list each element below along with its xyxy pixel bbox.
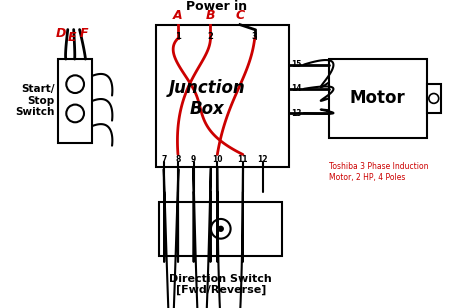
Text: 13: 13 — [291, 109, 301, 118]
Text: 8: 8 — [175, 155, 181, 164]
Text: D: D — [56, 27, 66, 40]
Text: B: B — [206, 9, 215, 22]
Text: Junction
Box: Junction Box — [168, 79, 245, 118]
Text: 12: 12 — [257, 155, 268, 164]
Text: 2: 2 — [208, 32, 213, 41]
Text: 10: 10 — [212, 155, 223, 164]
Text: 9: 9 — [191, 155, 196, 164]
Text: Direction Switch
[Fwd/Reverse]: Direction Switch [Fwd/Reverse] — [169, 274, 272, 295]
Text: C: C — [236, 9, 245, 22]
Text: 1: 1 — [175, 32, 181, 41]
Text: 14: 14 — [291, 84, 301, 93]
Text: Toshiba 3 Phase Induction
Motor, 2 HP, 4 Poles: Toshiba 3 Phase Induction Motor, 2 HP, 4… — [328, 162, 428, 182]
Bar — [427, 84, 441, 113]
Text: Motor: Motor — [350, 89, 406, 107]
Circle shape — [219, 226, 223, 231]
Text: E: E — [67, 31, 76, 44]
Text: Power in: Power in — [185, 0, 246, 14]
Text: 15: 15 — [291, 60, 301, 69]
Text: 3: 3 — [252, 32, 257, 41]
Bar — [159, 202, 282, 256]
Text: A: A — [173, 9, 183, 22]
Text: F: F — [79, 27, 88, 40]
Bar — [156, 25, 289, 167]
Text: 11: 11 — [237, 155, 248, 164]
Text: 7: 7 — [162, 155, 167, 164]
Text: Start/
Stop
Switch: Start/ Stop Switch — [16, 84, 55, 117]
Bar — [58, 59, 92, 143]
Bar — [328, 59, 427, 138]
